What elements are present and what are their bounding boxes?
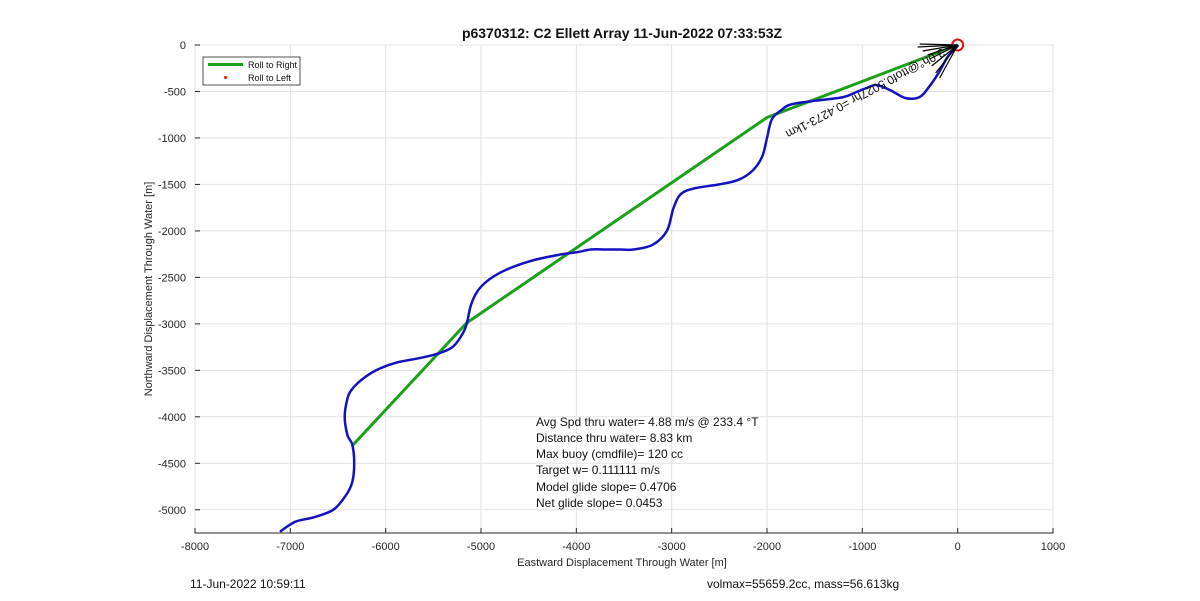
x-tick-label: -3000: [658, 541, 686, 553]
legend: Roll to Right Roll to Left: [202, 56, 301, 86]
y-tick-label: -1500: [158, 179, 186, 191]
y-tick-label: -3500: [158, 365, 186, 377]
annotation-net-glide: Net glide slope= 0.0453: [536, 496, 663, 510]
series-track-line: [279, 44, 959, 533]
heading-mark: [929, 44, 958, 60]
annotation-target-w: Target w= 0.111111 m/s: [536, 463, 660, 477]
legend-roll-left-label: Roll to Left: [248, 73, 292, 83]
grid-lines: [194, 44, 1054, 533]
legend-roll-right-label: Roll to Right: [248, 60, 298, 70]
x-tick-label: -5000: [467, 541, 495, 553]
chart-title: p6370312: C2 Ellett Array 11-Jun-2022 07…: [462, 25, 783, 41]
annotation-max-buoy: Max buoy (cmdfile)= 120 cc: [536, 447, 683, 461]
y-axis: 0 -500 -1000 -1500 -2000 -2500 -3000 -3500 -4000…: [158, 40, 200, 517]
x-tick-label: -1000: [848, 541, 876, 553]
y-tick-label: -4000: [158, 412, 186, 424]
y-tick-label: -2000: [158, 226, 186, 238]
series-roll-right-line: [351, 43, 959, 447]
y-tick-label: -1000: [158, 133, 186, 145]
x-tick-label: 1000: [1041, 541, 1065, 553]
footer-timestamp: 11-Jun-2022 10:59:11: [190, 577, 306, 591]
y-tick-label: -500: [164, 86, 186, 98]
heading-mark: [922, 44, 958, 52]
footer-volmax-mass: volmax=55659.2cc, mass=56.613kg: [707, 577, 900, 591]
annotation-avg-speed: Avg Spd thru water= 4.88 m/s @ 233.4 °T: [536, 415, 759, 429]
heading-mark: [935, 44, 959, 74]
x-tick-label: -6000: [372, 541, 400, 553]
heading-mark: [939, 44, 959, 79]
y-tick-label: -3000: [158, 319, 186, 331]
stats-annotations: Avg Spd thru water= 4.88 m/s @ 233.4 °T …: [536, 415, 759, 510]
x-tick-label: -7000: [276, 541, 304, 553]
heading-mark: [931, 44, 959, 67]
y-axis-label: Northward Displacement Through Water [m]: [143, 182, 155, 397]
y-tick-label: -2500: [158, 272, 186, 284]
heading-mark: [919, 43, 958, 46]
annotation-model-glide: Model glide slope= 0.4706: [536, 480, 677, 494]
heading-mark: [927, 44, 958, 56]
x-tick-label: -2000: [753, 541, 781, 553]
x-tick-label: 0: [955, 541, 961, 553]
x-axis-label: Eastward Displacement Through Water [m]: [517, 557, 727, 569]
y-tick-label: -5000: [158, 505, 186, 517]
legend-roll-left-swatch: [224, 76, 227, 79]
x-tick-label: -4000: [562, 541, 590, 553]
x-tick-label: -8000: [181, 541, 209, 553]
axes-box: [194, 44, 1054, 534]
heading-marks: [917, 43, 959, 79]
y-tick-label: -4500: [158, 458, 186, 470]
legend-box: [202, 56, 301, 86]
annotation-distance: Distance thru water= 8.83 km: [536, 431, 692, 445]
y-tick-label: 0: [180, 40, 186, 52]
plot-area: -8000 -7000 -6000 -5000 -4000 -3000 -2000 -1000…: [158, 38, 1065, 553]
x-axis: -8000 -7000 -6000 -5000 -4000 -3000 -2000 -1000…: [181, 528, 1065, 553]
